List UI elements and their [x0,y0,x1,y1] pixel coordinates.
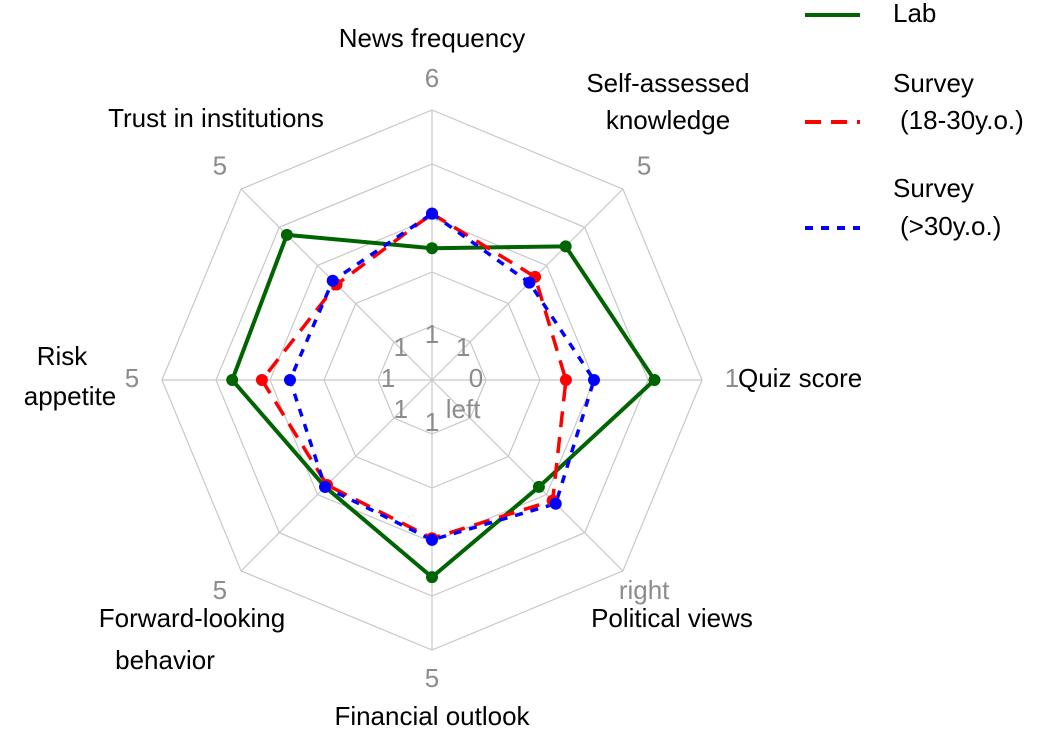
data-point [283,374,296,386]
axis-label: Risk [37,341,89,371]
tick-label: right [619,575,670,605]
axis-label: Trust in institutions [108,103,324,133]
tick-label: 1 [725,363,739,393]
data-point [280,228,293,241]
legend-label: (18-30y.o.) [900,105,1024,135]
axis-label: Self-assessed [586,68,749,98]
data-point [588,374,600,386]
data-point [532,480,545,493]
legend-label: (>30y.o.) [900,211,1001,241]
legend-label: Survey [893,173,974,203]
series-line [259,211,568,541]
tick-label: 5 [425,663,439,693]
tick-label: 5 [125,363,139,393]
tick-label: 5 [213,575,227,605]
data-point [426,242,438,255]
tick-label: 6 [425,63,439,93]
data-point [255,374,268,386]
tick-label: 1 [381,363,395,393]
axis-label: Quiz score [738,363,862,393]
tick-label: 1 [394,394,408,424]
axis-label: News frequency [339,23,525,53]
tick-label: 5 [637,151,651,181]
tick-label: 5 [213,151,227,181]
data-point [549,497,562,510]
legend-label: Lab [893,0,936,28]
axis-label: Forward-looking [99,603,285,633]
data-point [559,240,572,253]
data-point [648,374,661,386]
data-point [326,274,339,287]
axis-spoke [240,379,433,572]
data-point [226,374,239,386]
axis-spoke [431,379,624,572]
tick-label: 1 [425,407,439,437]
series-line [229,232,658,580]
tick-label: left [446,394,481,424]
data-point [426,533,438,546]
tick-label: 0 [469,363,483,393]
data-point [426,207,438,220]
axis-label: behavior [115,645,215,675]
data-point [319,480,332,493]
data-point [426,571,438,584]
axis-label: appetite [24,381,117,411]
data-point [523,276,536,289]
axis-label: Political views [591,603,753,633]
tick-label: 1 [456,332,470,362]
legend-label: Survey [893,68,974,98]
axis-label: Financial outlook [334,701,530,731]
data-point [559,374,572,386]
tick-label: 1 [394,332,408,362]
axis-label: knowledge [606,105,730,135]
tick-label: 1 [425,319,439,349]
